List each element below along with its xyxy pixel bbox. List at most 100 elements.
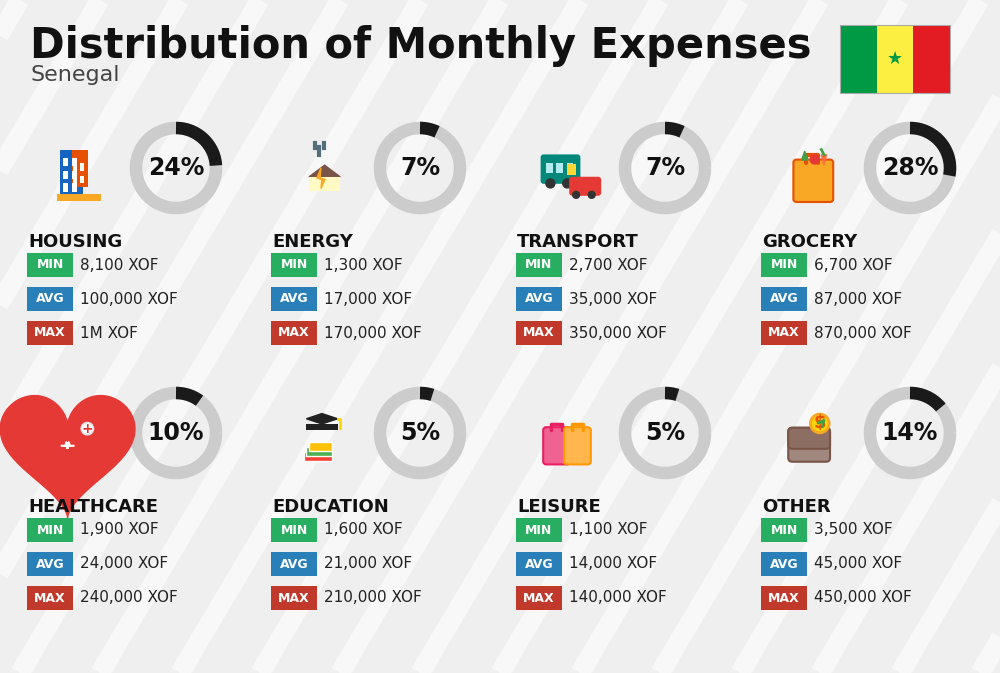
FancyBboxPatch shape <box>27 518 73 542</box>
FancyBboxPatch shape <box>63 171 68 179</box>
FancyBboxPatch shape <box>543 427 570 464</box>
Text: AVG: AVG <box>36 293 64 306</box>
FancyBboxPatch shape <box>567 164 573 172</box>
FancyBboxPatch shape <box>761 586 807 610</box>
Text: 17,000 XOF: 17,000 XOF <box>324 291 412 306</box>
FancyBboxPatch shape <box>58 444 100 468</box>
Text: 24%: 24% <box>148 156 204 180</box>
FancyBboxPatch shape <box>788 428 830 462</box>
Text: Senegal: Senegal <box>30 65 120 85</box>
FancyBboxPatch shape <box>516 586 562 610</box>
Text: AVG: AVG <box>525 557 553 571</box>
Text: AVG: AVG <box>280 293 308 306</box>
FancyBboxPatch shape <box>877 25 913 93</box>
FancyBboxPatch shape <box>306 447 332 456</box>
Text: MAX: MAX <box>34 326 66 339</box>
FancyBboxPatch shape <box>913 25 950 93</box>
Text: HOUSING: HOUSING <box>28 233 122 251</box>
FancyBboxPatch shape <box>271 518 317 542</box>
Text: ENERGY: ENERGY <box>272 233 353 251</box>
Text: MAX: MAX <box>278 326 310 339</box>
FancyBboxPatch shape <box>27 287 73 311</box>
Text: MAX: MAX <box>523 592 555 604</box>
FancyBboxPatch shape <box>309 177 340 191</box>
Text: 1,600 XOF: 1,600 XOF <box>324 522 403 538</box>
Text: 2,700 XOF: 2,700 XOF <box>569 258 648 273</box>
FancyBboxPatch shape <box>788 428 830 449</box>
FancyBboxPatch shape <box>64 445 71 447</box>
Text: 14,000 XOF: 14,000 XOF <box>569 557 657 571</box>
FancyBboxPatch shape <box>516 287 562 311</box>
Text: MIN: MIN <box>525 524 553 536</box>
FancyBboxPatch shape <box>271 586 317 610</box>
FancyBboxPatch shape <box>27 552 73 576</box>
Text: MIN: MIN <box>280 524 308 536</box>
FancyBboxPatch shape <box>27 586 73 610</box>
Text: MIN: MIN <box>280 258 308 271</box>
Text: MIN: MIN <box>36 524 64 536</box>
Text: MIN: MIN <box>36 258 64 271</box>
Text: EDUCATION: EDUCATION <box>272 498 389 516</box>
FancyBboxPatch shape <box>72 158 77 166</box>
FancyBboxPatch shape <box>574 179 594 190</box>
FancyBboxPatch shape <box>271 253 317 277</box>
Text: 140,000 XOF: 140,000 XOF <box>569 590 667 606</box>
Text: 7%: 7% <box>400 156 440 180</box>
FancyBboxPatch shape <box>546 164 553 172</box>
Text: 3,500 XOF: 3,500 XOF <box>814 522 893 538</box>
FancyBboxPatch shape <box>541 154 580 184</box>
FancyBboxPatch shape <box>840 25 877 93</box>
Polygon shape <box>0 396 135 518</box>
Text: MAX: MAX <box>768 592 800 604</box>
FancyBboxPatch shape <box>60 149 83 197</box>
FancyBboxPatch shape <box>516 552 562 576</box>
Circle shape <box>572 190 580 199</box>
Text: 1,300 XOF: 1,300 XOF <box>324 258 403 273</box>
Text: OTHER: OTHER <box>762 498 831 516</box>
FancyBboxPatch shape <box>567 164 576 175</box>
Text: MIN: MIN <box>770 258 798 271</box>
FancyBboxPatch shape <box>271 321 317 345</box>
Text: 5%: 5% <box>400 421 440 445</box>
FancyBboxPatch shape <box>516 253 562 277</box>
FancyBboxPatch shape <box>516 321 562 345</box>
Text: 170,000 XOF: 170,000 XOF <box>324 326 422 341</box>
Text: 7%: 7% <box>645 156 685 180</box>
FancyBboxPatch shape <box>72 171 77 179</box>
FancyBboxPatch shape <box>309 441 332 451</box>
Circle shape <box>562 178 572 188</box>
Text: 240,000 XOF: 240,000 XOF <box>80 590 178 606</box>
FancyBboxPatch shape <box>271 552 317 576</box>
Text: MIN: MIN <box>525 258 553 271</box>
FancyBboxPatch shape <box>72 149 88 187</box>
Text: AVG: AVG <box>770 557 798 571</box>
Circle shape <box>588 190 596 199</box>
FancyBboxPatch shape <box>761 287 807 311</box>
Text: MIN: MIN <box>770 524 798 536</box>
FancyBboxPatch shape <box>73 176 77 183</box>
FancyBboxPatch shape <box>793 160 833 202</box>
Polygon shape <box>802 151 808 160</box>
Text: AVG: AVG <box>525 293 553 306</box>
FancyBboxPatch shape <box>304 452 332 462</box>
Text: 450,000 XOF: 450,000 XOF <box>814 590 912 606</box>
FancyBboxPatch shape <box>57 194 101 201</box>
Polygon shape <box>317 168 325 188</box>
FancyBboxPatch shape <box>27 253 73 277</box>
Text: +: + <box>82 422 93 435</box>
FancyBboxPatch shape <box>569 177 601 196</box>
Circle shape <box>81 423 94 435</box>
FancyBboxPatch shape <box>761 321 807 345</box>
FancyBboxPatch shape <box>306 424 338 430</box>
FancyBboxPatch shape <box>516 518 562 542</box>
FancyBboxPatch shape <box>80 176 84 183</box>
FancyBboxPatch shape <box>73 164 77 171</box>
Text: AVG: AVG <box>770 293 798 306</box>
Text: 45,000 XOF: 45,000 XOF <box>814 557 902 571</box>
Text: 21,000 XOF: 21,000 XOF <box>324 557 412 571</box>
FancyBboxPatch shape <box>761 253 807 277</box>
Text: 14%: 14% <box>882 421 938 445</box>
Text: 35,000 XOF: 35,000 XOF <box>569 291 657 306</box>
Text: $: $ <box>814 415 826 433</box>
FancyBboxPatch shape <box>80 164 84 171</box>
